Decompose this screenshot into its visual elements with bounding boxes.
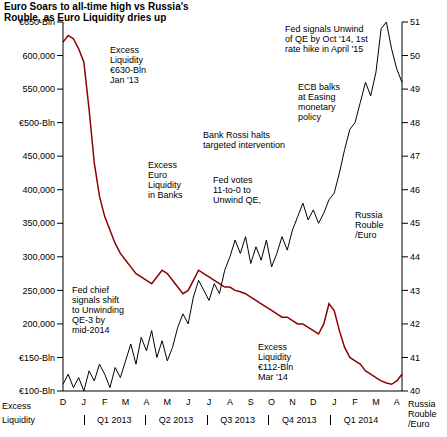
svg-text:€500-Bln: €500-Bln	[19, 118, 55, 128]
svg-text:49: 49	[410, 84, 420, 94]
svg-text:50: 50	[410, 51, 420, 61]
html-text:Q1 2013: Q1 2013	[97, 415, 132, 425]
svg-text:550,000: 550,000	[22, 84, 55, 94]
html-text:Q1 2014: Q1 2014	[343, 415, 379, 425]
svg-text:F: F	[102, 397, 108, 407]
svg-text:A: A	[227, 397, 233, 407]
svg-text:J: J	[82, 397, 87, 407]
html-text:Q3 2013: Q3 2013	[220, 415, 255, 425]
html-text:Excess Euro Liquidity in Banks: Excess Euro Liquidity in Banks	[148, 160, 183, 200]
svg-text:45: 45	[410, 218, 420, 228]
svg-text:€100-Bln: €100-Bln	[19, 386, 55, 396]
html-text:Russia Rouble /Euro: Russia Rouble /Euro	[355, 210, 384, 240]
svg-text:D: D	[310, 397, 317, 407]
html-text:ECB balks at Easing monetary p: ECB balks at Easing monetary policy	[298, 82, 340, 122]
svg-text:41: 41	[410, 353, 420, 363]
html-text:Q4 2013: Q4 2013	[282, 415, 317, 425]
svg-text:400,000: 400,000	[22, 185, 55, 195]
html-text:Russia Rouble /Euro: Russia Rouble /Euro	[408, 399, 437, 429]
svg-text:D: D	[60, 397, 67, 407]
svg-text:O: O	[268, 397, 275, 407]
svg-text:J: J	[186, 397, 191, 407]
svg-text:40: 40	[410, 386, 420, 396]
html-text:Excess Liquidity: Excess Liquidity	[2, 401, 35, 425]
svg-text:300,000: 300,000	[22, 252, 55, 262]
svg-text:44: 44	[410, 252, 420, 262]
svg-text:350,000: 350,000	[22, 218, 55, 228]
svg-text:A: A	[143, 397, 149, 407]
svg-text:46: 46	[410, 185, 420, 195]
svg-text:M: M	[372, 397, 380, 407]
svg-text:F: F	[352, 397, 358, 407]
html-text:Q2 2013: Q2 2013	[158, 415, 194, 425]
svg-text:51: 51	[410, 17, 420, 27]
html-text:Bank Rossi halts targeted inte: Bank Rossi halts targeted intervention	[203, 130, 286, 150]
svg-text:A: A	[394, 397, 400, 407]
svg-text:S: S	[248, 397, 254, 407]
html-text:Fed chief signals shift to Unw: Fed chief signals shift to Unwinding QE-…	[72, 285, 124, 335]
svg-text:600,000: 600,000	[22, 51, 55, 61]
svg-text:47: 47	[410, 151, 420, 161]
html-text:Excess Liquidity €112-Bln Mar: Excess Liquidity €112-Bln Mar '14	[258, 342, 294, 382]
svg-text:J: J	[332, 397, 337, 407]
svg-text:€150-Bln: €150-Bln	[19, 353, 55, 363]
svg-text:J: J	[207, 397, 212, 407]
svg-text:200,000: 200,000	[22, 319, 55, 329]
svg-text:42: 42	[410, 319, 420, 329]
html-text:Euro Soars to all-time high vs: Euro Soars to all-time high vs Russia's …	[4, 1, 189, 23]
svg-text:48: 48	[410, 118, 420, 128]
svg-text:250,000: 250,000	[22, 286, 55, 296]
html-text:Fed signals Unwind of QE by Oc: Fed signals Unwind of QE by Oct '14, 1st…	[285, 24, 368, 54]
svg-text:43: 43	[410, 286, 420, 296]
html-text:Fed votes 11-to-0 to Unwind QE: Fed votes 11-to-0 to Unwind QE,	[213, 175, 261, 205]
svg-text:450,000: 450,000	[22, 151, 55, 161]
html-text:Excess Liquidity €630-Bln Jan: Excess Liquidity €630-Bln Jan '13	[110, 45, 146, 85]
svg-text:M: M	[122, 397, 130, 407]
svg-text:N: N	[289, 397, 296, 407]
svg-text:M: M	[164, 397, 172, 407]
